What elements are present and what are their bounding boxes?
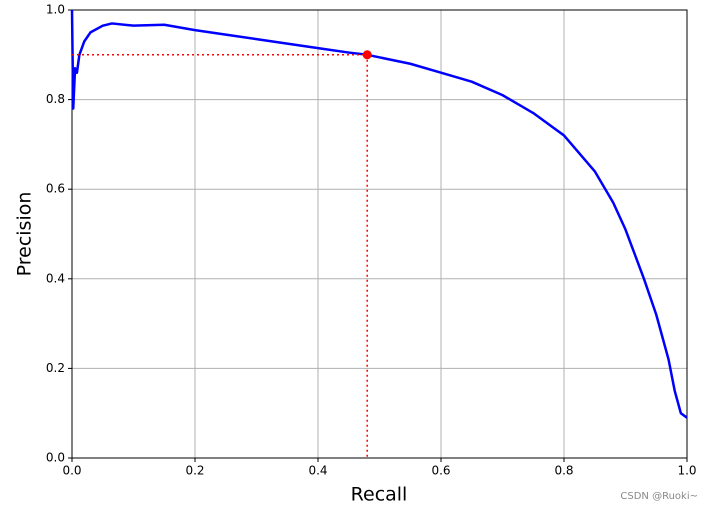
y-tick-label: 1.0 [46,3,65,17]
y-tick-label: 0.0 [46,451,65,465]
x-tick-label: 0.4 [308,464,327,478]
watermark: CSDN @Ruoki~ [620,491,698,502]
x-tick-label: 0.0 [62,464,81,478]
x-tick-label: 0.6 [431,464,450,478]
y-tick-label: 0.2 [46,361,65,375]
x-tick-label: 0.8 [554,464,573,478]
marker [362,50,372,60]
y-tick-label: 0.8 [46,92,65,106]
y-tick-label: 0.6 [46,182,65,196]
y-tick-label: 0.4 [46,271,65,285]
x-tick-label: 1.0 [677,464,696,478]
line [70,9,688,419]
x-axis-label: Recall [351,484,408,506]
x-tick-label: 0.2 [185,464,204,478]
y-axis-label: Precision [14,192,36,277]
plot-frame [71,9,688,459]
